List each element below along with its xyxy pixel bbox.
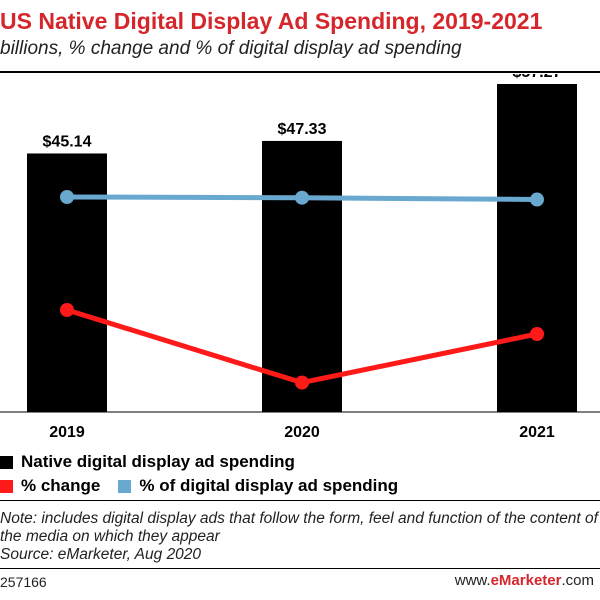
note-divider xyxy=(0,500,600,501)
legend-label-share: % of digital display ad spending xyxy=(139,476,399,495)
legend-row-2: % change % of digital display ad spendin… xyxy=(0,476,416,496)
x-tick-2020: 2020 xyxy=(284,424,320,441)
note-source: Source: eMarketer, Aug 2020 xyxy=(0,546,202,563)
brand-suffix: .com xyxy=(561,572,594,589)
share-label-2019: 63.6% xyxy=(44,213,89,230)
legend-label-change: % change xyxy=(21,476,101,495)
change-point-2019 xyxy=(60,303,74,317)
legend-swatch-change xyxy=(0,479,13,493)
bar-label-2019: $45.14 xyxy=(43,133,92,150)
change-label-2020: 4.8% xyxy=(284,355,320,372)
share-point-2021 xyxy=(530,192,544,207)
x-tick-2021: 2021 xyxy=(519,424,555,441)
legend-item-change: % change xyxy=(0,476,100,496)
combo-chart: $45.14 $47.33 $57.27 2019 2020 2021 63.6% 63.2%… xyxy=(0,74,600,441)
change-point-2021 xyxy=(530,327,544,341)
title-divider xyxy=(0,71,600,73)
bar-2020 xyxy=(262,140,342,412)
legend-item-share: % of digital display ad spending xyxy=(118,476,398,496)
change-label-2019: 29.0% xyxy=(44,282,89,299)
change-label-2021: 21.0% xyxy=(514,306,559,323)
share-label-2021: 62.2% xyxy=(514,216,559,233)
brand-prefix: www. xyxy=(454,572,491,589)
chart-id: 257166 xyxy=(0,574,47,590)
legend-swatch-share xyxy=(118,479,132,493)
note-text: Note: includes digital display ads that … xyxy=(0,510,598,545)
legend-item-bars: Native digital display ad spending xyxy=(0,452,295,472)
x-tick-2019: 2019 xyxy=(49,424,85,441)
legend-label-bars: Native digital display ad spending xyxy=(21,452,295,471)
brand-name: eMarketer xyxy=(490,572,562,589)
bar-label-2020: $47.33 xyxy=(278,121,327,138)
legend-swatch-bars xyxy=(0,455,13,469)
share-point-2020 xyxy=(295,190,309,205)
bar-label-2021: $57.27 xyxy=(513,74,562,81)
share-label-2020: 63.2% xyxy=(279,214,324,231)
chart-note: Note: includes digital display ads that … xyxy=(0,510,600,564)
chart-title: US Native Digital Display Ad Spending, 2… xyxy=(0,8,543,34)
change-point-2020 xyxy=(295,375,309,390)
bar-2021 xyxy=(497,84,577,412)
footer-divider xyxy=(0,568,600,569)
share-point-2019 xyxy=(60,190,74,204)
brand-link[interactable]: www.eMarketer.com xyxy=(455,572,594,589)
chart-subtitle: billions, % change and % of digital disp… xyxy=(0,38,462,59)
legend-row-1: Native digital display ad spending xyxy=(0,452,313,472)
